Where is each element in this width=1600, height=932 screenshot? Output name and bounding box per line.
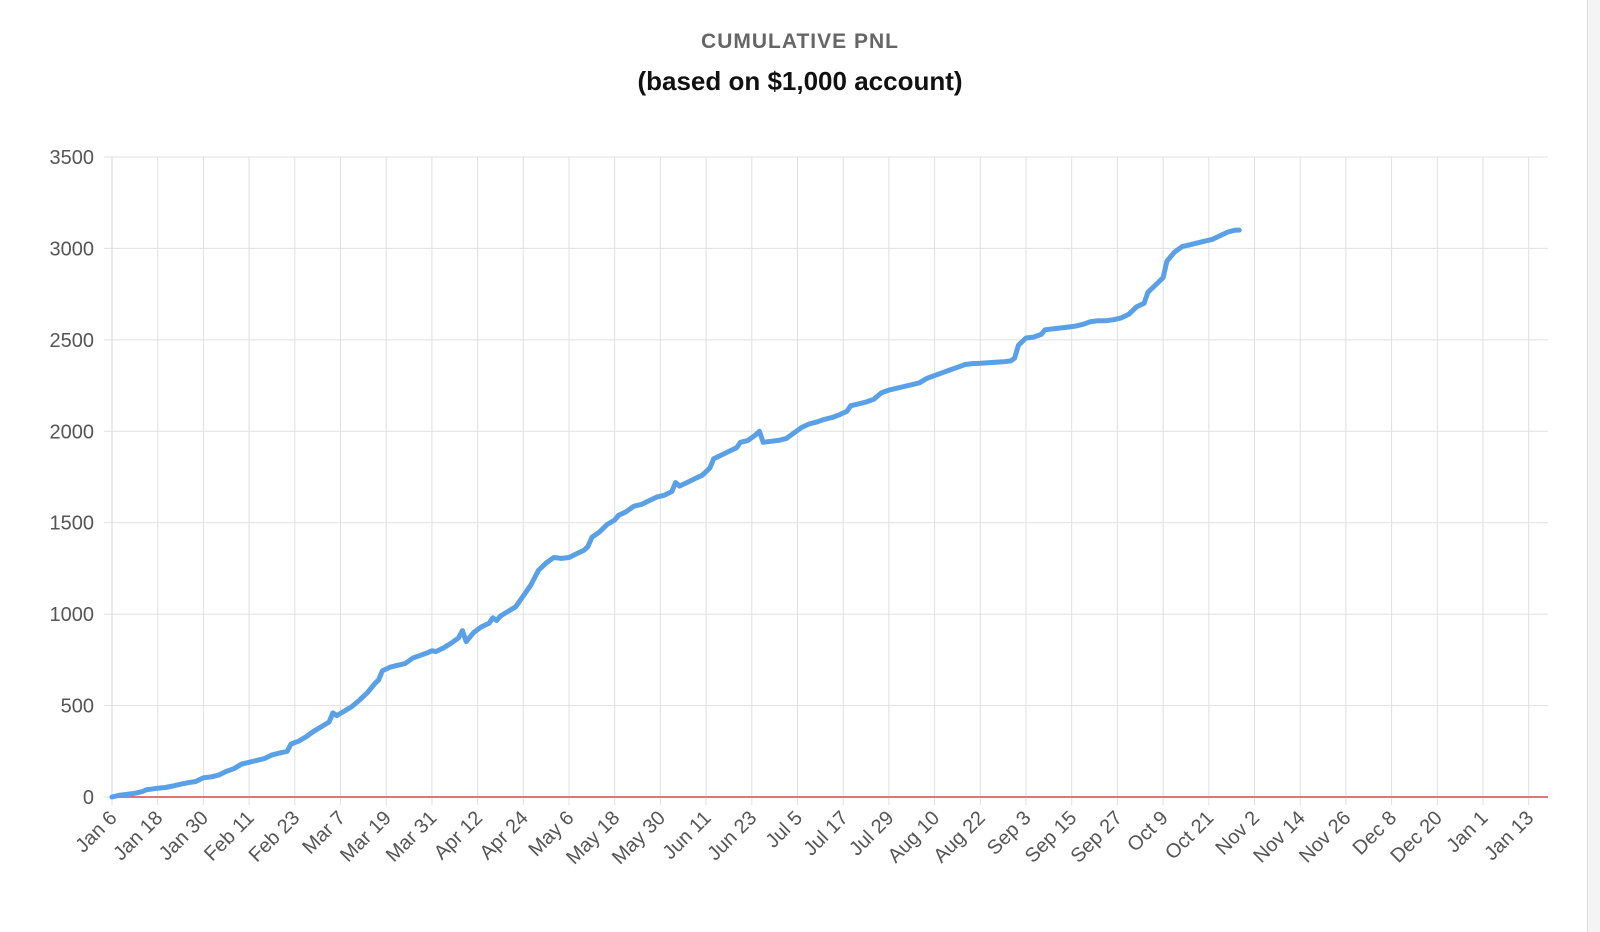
y-tick-label: 3500 bbox=[50, 147, 95, 169]
x-tick-label: Jan 30 bbox=[155, 807, 213, 865]
x-tick-label: Jul 17 bbox=[799, 807, 852, 860]
y-axis: 0 500 1000 1500 2000 2500 3000 3500 bbox=[50, 147, 95, 809]
x-tick-label: Nov 26 bbox=[1295, 807, 1355, 867]
x-tick-label: Oct 21 bbox=[1161, 807, 1218, 864]
x-tick-label: Apr 24 bbox=[476, 807, 533, 864]
y-tick-label: 0 bbox=[83, 787, 94, 809]
chart-title: CUMULATIVE PNL bbox=[701, 30, 899, 53]
y-tick-label: 500 bbox=[61, 696, 94, 718]
x-tick-label: Jan 18 bbox=[109, 807, 167, 865]
x-tick-label: Feb 23 bbox=[245, 807, 305, 867]
y-tick-label: 3000 bbox=[50, 238, 95, 260]
series-layer bbox=[109, 227, 1242, 800]
pnl-series-line bbox=[109, 227, 1242, 800]
grid-layer bbox=[104, 156, 1548, 805]
x-tick-label: Aug 22 bbox=[929, 807, 989, 867]
x-tick-label: Sep 27 bbox=[1067, 807, 1127, 867]
chart-subtitle: (based on $1,000 account) bbox=[637, 66, 963, 96]
x-tick-label: Mar 31 bbox=[382, 807, 442, 867]
y-tick-label: 2000 bbox=[50, 421, 95, 443]
x-tick-label: Mar 19 bbox=[336, 807, 396, 867]
x-tick-label: Jan 13 bbox=[1480, 807, 1538, 865]
y-tick-label: 1500 bbox=[50, 513, 95, 535]
x-tick-label: Jun 11 bbox=[659, 807, 716, 864]
y-tick-label: 2500 bbox=[50, 330, 95, 352]
x-tick-label: Jun 23 bbox=[703, 807, 761, 865]
x-tick-label: Dec 20 bbox=[1386, 807, 1446, 867]
x-tick-label: Apr 12 bbox=[430, 807, 487, 864]
y-tick-label: 1000 bbox=[50, 604, 95, 626]
window-edge bbox=[1587, 0, 1600, 932]
